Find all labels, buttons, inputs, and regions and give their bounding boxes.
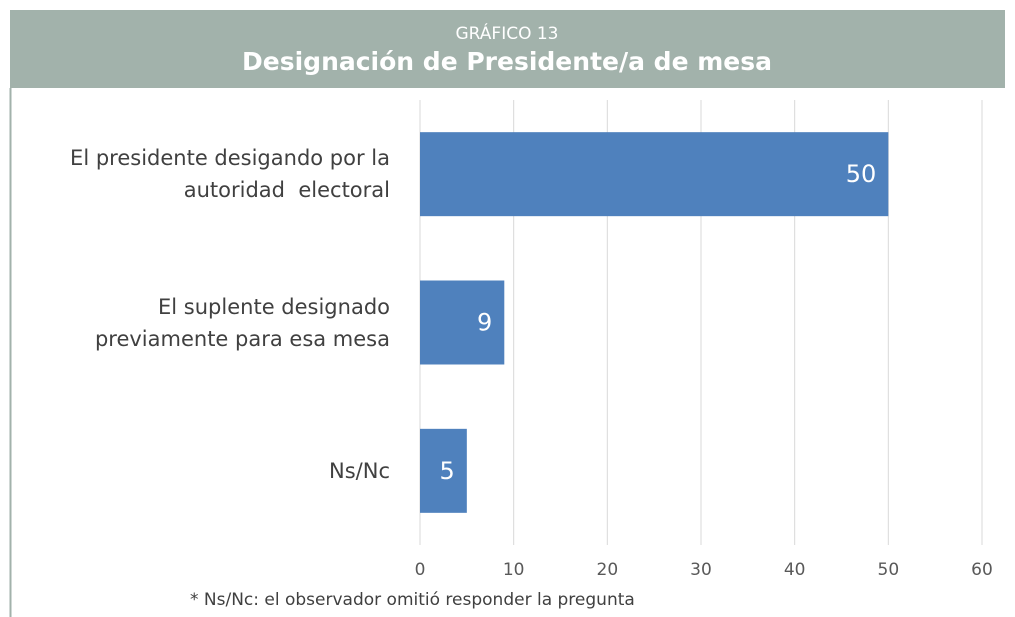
value-label: 9 (477, 309, 492, 337)
category-label: El suplente designado previamente para e… (94, 294, 390, 351)
category-label: Ns/Nc (329, 458, 390, 483)
x-tick-label: 60 (971, 560, 993, 580)
footnote: * Ns/Nc: el observador omitió responder … (190, 590, 635, 610)
x-tick-label: 50 (878, 560, 900, 580)
value-label: 5 (440, 457, 455, 485)
x-tick-label: 10 (503, 560, 525, 580)
x-tick-label: 20 (597, 560, 619, 580)
bar (420, 132, 889, 217)
x-tick-label: 40 (784, 560, 806, 580)
chart-kicker: GRÁFICO 13 (455, 22, 558, 44)
x-tick-label: 0 (415, 560, 426, 580)
category-label: El presidente desigando por la autoridad… (70, 146, 390, 203)
x-tick-label: 30 (690, 560, 712, 580)
value-label: 50 (846, 160, 877, 188)
bar (420, 280, 505, 365)
bar (420, 428, 467, 513)
header-band (10, 10, 1005, 88)
chart-title: Designación de Presidente/a de mesa (242, 47, 772, 76)
